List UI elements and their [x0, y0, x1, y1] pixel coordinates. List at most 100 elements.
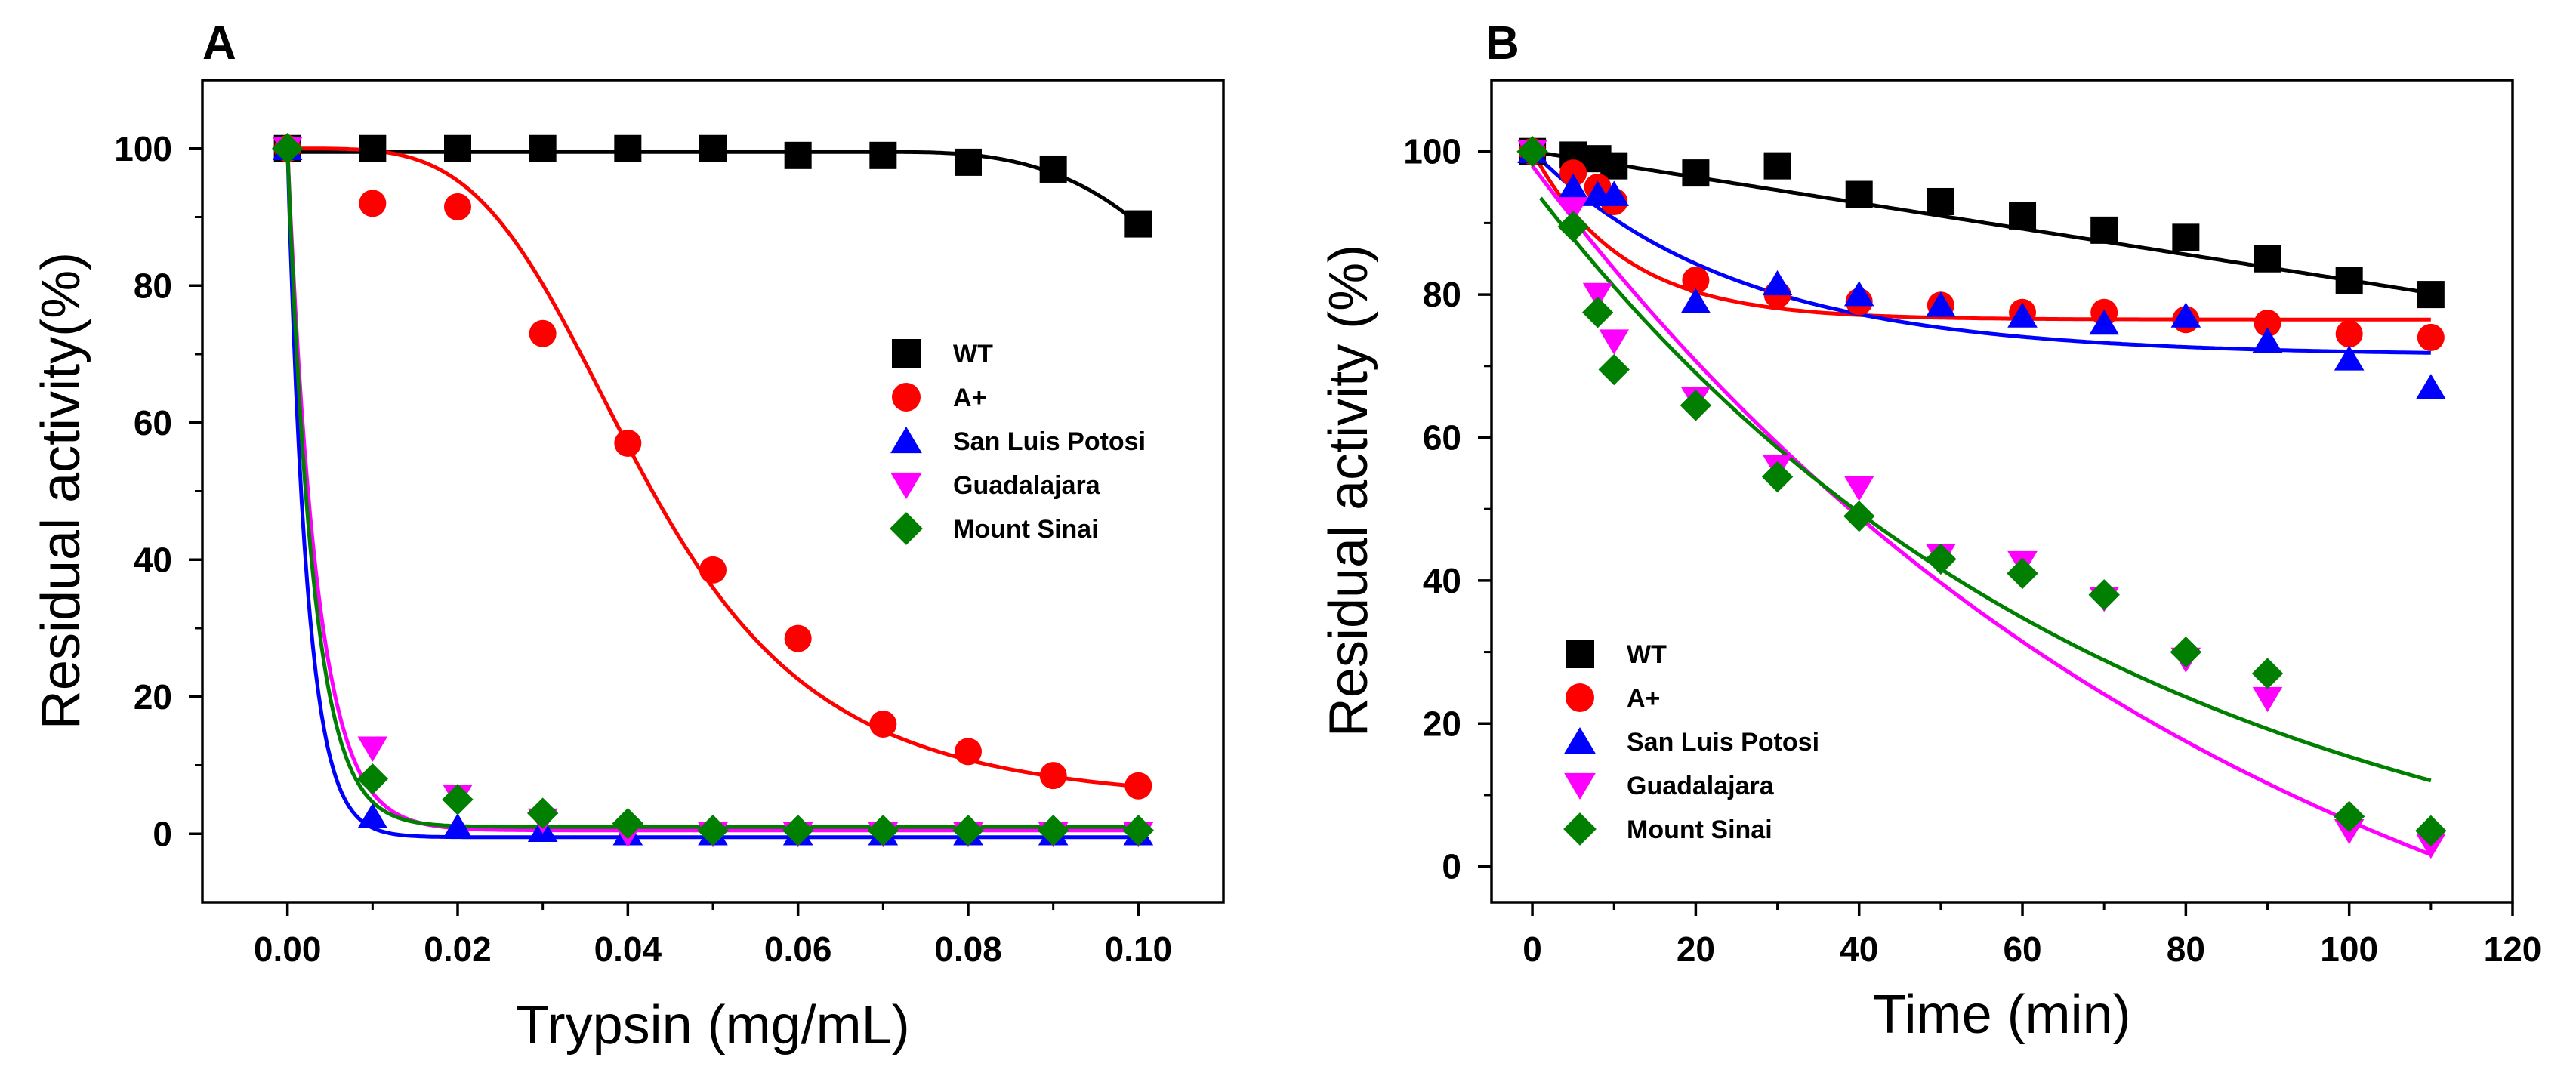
fit-curve-guadalajara [1531, 165, 2432, 857]
data-point-wt [444, 134, 471, 162]
data-point-wt [1682, 159, 1710, 187]
data-point-wt [2417, 281, 2445, 309]
fit-curve-san-luis-potosi [1531, 150, 2431, 355]
data-point-san-luis-potosi [1558, 174, 1588, 199]
panel-b-data-points [1516, 135, 2447, 859]
x-tick-label: 0.00 [254, 929, 322, 969]
data-point-guadalajara [357, 736, 388, 762]
data-point-wt [2172, 223, 2200, 251]
data-point-wt [869, 141, 897, 169]
x-tick-label: 100 [2320, 929, 2378, 969]
data-point-a [699, 556, 727, 584]
legend-marker-san-luis-potosi [890, 427, 922, 454]
panel-b-x-axis: 0 20 40 60 80 100 120 [1522, 902, 2541, 969]
data-point-guadalajara [1582, 282, 1613, 309]
data-point-guadalajara [1558, 197, 1588, 223]
data-point-wt [1600, 152, 1628, 180]
data-point-a [1124, 772, 1152, 800]
x-tick-label: 80 [2167, 929, 2205, 969]
x-tick-label: 0.02 [424, 929, 492, 969]
data-point-san-luis-potosi [1762, 270, 1793, 296]
data-point-mount-sinai [2170, 636, 2202, 668]
x-tick-label: 20 [1677, 929, 1715, 969]
data-point-san-luis-potosi [1599, 180, 1630, 206]
data-point-mount-sinai [356, 763, 389, 795]
panel-a-x-axis: 0.00 0.02 0.04 0.06 0.08 0.10 [254, 902, 1172, 969]
data-point-guadalajara [1843, 476, 1874, 501]
panel-a-chart: A 0.00 0.02 0.04 0.06 0.08 0.10 020406080100 … [31, 17, 1225, 1056]
legend-label-guadalajara: Guadalajara [1627, 772, 1775, 800]
data-point-a [1039, 762, 1067, 790]
data-point-wt [699, 134, 727, 162]
data-point-wt [359, 134, 387, 162]
fit-curve-a [1530, 150, 2431, 322]
data-point-a [2254, 309, 2281, 337]
data-point-a [444, 193, 471, 220]
data-point-a [1682, 267, 1710, 294]
y-tick-label: 40 [1423, 561, 1461, 600]
data-point-wt [1927, 187, 1954, 215]
data-point-wt [614, 134, 642, 162]
y-tick-label: 0 [1442, 847, 1461, 886]
data-point-a [614, 429, 642, 457]
data-point-a [955, 738, 982, 766]
data-point-guadalajara [2252, 686, 2283, 713]
data-point-wt [529, 134, 557, 162]
legend-marker-mount-sinai [890, 512, 923, 545]
data-point-a [2335, 320, 2363, 348]
x-tick-label: 0.08 [934, 929, 1002, 969]
data-point-san-luis-potosi [1843, 281, 1874, 307]
data-point-mount-sinai [867, 815, 899, 846]
data-point-mount-sinai [2333, 800, 2365, 833]
x-tick-label: 0 [1522, 929, 1542, 969]
legend-marker-a [892, 383, 921, 412]
legend-label-san-luis-potosi: San Luis Potosi [1627, 728, 1819, 757]
legend-marker-guadalajara [1564, 772, 1596, 800]
panel-b-x-axis-title: Time (min) [1873, 985, 2130, 1045]
data-point-san-luis-potosi [2416, 374, 2446, 399]
panel-a-y-axis: 0 20 40 60 80 100 [114, 129, 202, 853]
fit-curve-a [287, 146, 1139, 789]
legend-label-wt: WT [1627, 640, 1667, 669]
data-point-mount-sinai [1122, 815, 1155, 846]
data-point-mount-sinai [952, 815, 984, 846]
legend-marker-guadalajara [890, 472, 922, 499]
data-point-mount-sinai [612, 807, 644, 840]
panel-a-data-points [271, 133, 1155, 848]
y-tick-label: 60 [1423, 418, 1461, 457]
data-point-san-luis-potosi [1680, 288, 1711, 313]
data-point-san-luis-potosi [2334, 345, 2365, 371]
y-tick-label: 0 [153, 814, 172, 853]
data-point-wt [1845, 180, 1873, 208]
data-point-a [869, 711, 897, 738]
data-point-a [1559, 159, 1587, 187]
data-point-mount-sinai [2415, 815, 2447, 847]
legend-label-san-luis-potosi: San Luis Potosi [953, 427, 1146, 456]
panel-b-legend: WT A+ San Luis Potosi Guadalajara Mount Sina… [1563, 640, 1819, 846]
data-point-wt [2335, 267, 2363, 294]
data-point-san-luis-potosi [357, 803, 388, 828]
fit-curve-mount-sinai [1538, 196, 2432, 783]
data-point-mount-sinai [1925, 543, 1957, 575]
x-tick-label: 60 [2003, 929, 2041, 969]
panel-a-letter: A [202, 17, 236, 69]
data-point-a [529, 319, 557, 347]
data-point-wt [1763, 152, 1791, 180]
data-point-san-luis-potosi [1926, 291, 1956, 317]
x-tick-label: 120 [2484, 929, 2542, 969]
fit-curve-wt [287, 150, 1140, 226]
y-tick-label: 20 [134, 677, 172, 717]
data-point-mount-sinai [1598, 353, 1630, 386]
panel-a-legend: WT A+ San Luis Potosi Guadalajara Mount Sina… [890, 339, 1146, 545]
legend-label-mount-sinai: Mount Sinai [953, 515, 1099, 544]
panel-b-y-axis-title: Residual activity (%) [1319, 245, 1379, 737]
data-point-mount-sinai [1581, 297, 1614, 328]
data-point-san-luis-potosi [2007, 302, 2038, 328]
panel-b-plot-frame [1490, 79, 2514, 904]
fit-curve-wt [1532, 150, 2432, 295]
x-tick-label: 0.04 [594, 929, 662, 969]
data-point-mount-sinai [1037, 815, 1069, 846]
panel-b-chart: B 0 20 40 60 80 100 120 0 20 40 60 80 100 Time (min… [1319, 17, 2541, 1045]
y-tick-label: 80 [1423, 275, 1461, 314]
